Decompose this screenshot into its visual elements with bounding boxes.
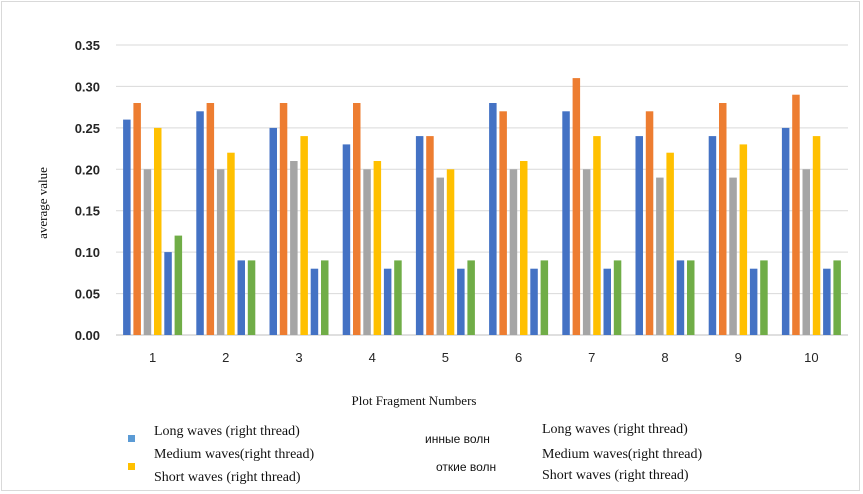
bar: [812, 136, 821, 335]
bar: [645, 111, 654, 335]
y-tick-label: 0.25: [75, 121, 100, 136]
bar: [373, 161, 382, 335]
x-tick-label: 5: [442, 350, 449, 365]
y-tick-label: 0.20: [75, 162, 100, 177]
x-tick-label: 8: [661, 350, 668, 365]
bar: [446, 169, 455, 335]
bar: [833, 260, 841, 335]
bar: [164, 252, 172, 335]
x-tick-label: 3: [295, 350, 302, 365]
bar: [123, 119, 131, 335]
bar: [509, 169, 518, 335]
bar: [540, 260, 549, 335]
x-tick-label: 7: [588, 350, 595, 365]
y-axis-title: average value: [35, 167, 50, 239]
bar: [310, 268, 319, 335]
legend-swatch: [128, 463, 135, 470]
legend-item: Short waves (right thread): [542, 468, 689, 483]
bar: [237, 260, 245, 335]
bar: [635, 136, 643, 335]
bar: [613, 260, 622, 335]
bar: [206, 103, 215, 335]
bar: [781, 127, 790, 336]
bar: [394, 260, 402, 335]
bar: [467, 260, 475, 335]
y-tick-label: 0.00: [75, 328, 100, 343]
y-axis-ticks: 0.00 0.05 0.10 0.15 0.20 0.25 0.30 0.35: [75, 38, 100, 343]
bar: [154, 127, 162, 336]
y-tick-label: 0.05: [75, 287, 100, 302]
legend-item: Long waves (right thread): [154, 424, 300, 439]
bar: [247, 260, 256, 335]
bar: [582, 169, 591, 335]
bar: [739, 144, 748, 335]
legend-item: Medium waves(right thread): [542, 447, 703, 462]
bar: [290, 161, 298, 335]
bar: [687, 260, 695, 335]
bar: [321, 260, 329, 335]
bar: [383, 268, 392, 335]
x-axis-ticks: 1 2 3 4 5 6 7 8 9 10: [149, 350, 819, 365]
gridlines: [116, 44, 848, 336]
bar: [415, 136, 424, 335]
bar: [719, 103, 727, 335]
y-tick-label: 0.10: [75, 245, 100, 260]
bar: [656, 177, 664, 335]
bar: [676, 260, 685, 335]
bar: [426, 136, 434, 335]
bar: [572, 78, 581, 335]
bar: [708, 136, 717, 335]
bar: [174, 235, 183, 335]
bar: [749, 268, 758, 335]
bar: [363, 169, 371, 335]
bar: [133, 103, 141, 335]
bar: [342, 144, 351, 335]
bar: [227, 152, 235, 335]
bar: [279, 103, 288, 335]
bar: [530, 268, 538, 335]
bar: [143, 169, 152, 335]
bar: [489, 103, 497, 335]
legend-item: Long waves (right thread): [542, 422, 688, 437]
y-tick-label: 0.30: [75, 79, 100, 94]
bar: [792, 94, 800, 335]
legend-item: Medium waves(right thread): [154, 447, 315, 462]
bar: [603, 268, 611, 335]
legend-item: инные волн: [425, 432, 490, 446]
bar: [457, 268, 465, 335]
x-tick-label: 4: [369, 350, 376, 365]
x-tick-label: 1: [149, 350, 156, 365]
bar: [520, 161, 528, 335]
legend-item: откие волн: [436, 460, 497, 474]
bar: [196, 111, 204, 335]
x-tick-label: 9: [735, 350, 742, 365]
bar: [269, 127, 277, 336]
bars: [123, 78, 841, 336]
bar: [593, 136, 601, 335]
bar: [760, 260, 768, 335]
legend-item: Short waves (right thread): [154, 470, 301, 485]
bar: [802, 169, 810, 335]
legend-swatch: [128, 435, 135, 442]
y-tick-label: 0.35: [75, 38, 100, 53]
y-tick-label: 0.15: [75, 204, 100, 219]
bar: [499, 111, 507, 335]
x-tick-label: 10: [804, 350, 818, 365]
bar: [666, 152, 674, 335]
bar: [216, 169, 225, 335]
bar: [436, 177, 444, 335]
x-tick-label: 2: [222, 350, 229, 365]
bar: [729, 177, 737, 335]
x-tick-label: 6: [515, 350, 522, 365]
bar: [823, 268, 831, 335]
bar: [300, 136, 308, 335]
x-axis-title: Plot Fragment Numbers: [352, 393, 477, 408]
bar: [562, 111, 570, 335]
bar: [353, 103, 361, 335]
